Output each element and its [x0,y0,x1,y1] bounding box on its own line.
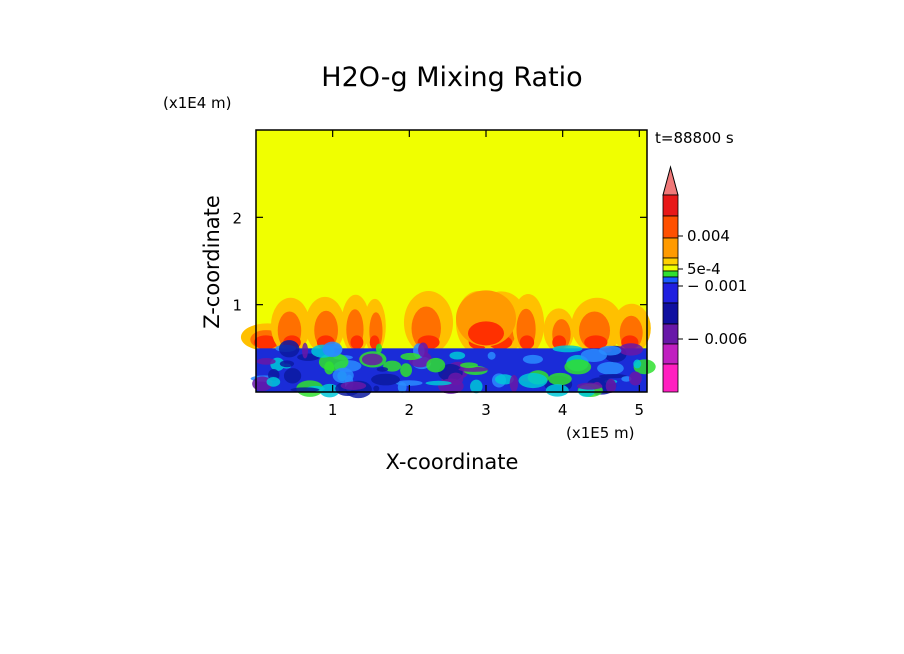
colorbar-segment [662,237,679,259]
chart-title: H2O-g Mixing Ratio [321,62,582,93]
boundary-layer-patch [324,361,335,375]
colorbar-segment [662,323,679,345]
colorbar-tick-label: − 0.006 [687,330,747,348]
plume-core [350,335,364,350]
boundary-layer-patch [628,371,642,386]
boundary-layer-patch [449,351,466,360]
plume-large-core [468,321,504,346]
colorbar-segment [662,302,679,325]
boundary-layer [250,340,656,399]
boundary-layer-patch [371,373,400,386]
boundary-layer-patch [400,363,413,378]
colorbar-segment [662,264,679,272]
x-tick-label: 4 [558,401,568,419]
colorbar-arrow [662,165,679,196]
x-axis-label: X-coordinate [386,450,519,474]
boundary-layer-patch [256,357,276,365]
colorbar-segment [662,343,679,365]
x-tick-label: 3 [481,401,491,419]
y-axis-label: Z-coordinate [200,195,224,329]
colorbar-segment [662,282,679,304]
boundary-layer-patch [545,384,569,397]
y-ticks: 12 [232,209,647,315]
boundary-layer-patch [279,360,295,368]
boundary-layer-patch [376,366,389,372]
plume-core [519,335,535,350]
boundary-layer-patch [522,354,543,364]
x-multiplier-label: (x1E5 m) [566,424,635,442]
time-label: t=88800 s [655,129,734,147]
boundary-layer-patch [494,374,514,385]
y-tick-label: 1 [232,297,242,315]
boundary-layer-patch [361,353,383,366]
boundary-layer-patch [290,387,320,393]
boundary-layer-patch [458,366,489,372]
y-tick-label: 2 [232,209,242,227]
colorbar-segment [662,194,679,217]
boundary-layer-patch [426,357,446,373]
x-tick-label: 2 [405,401,415,419]
boundary-layer-patch [418,342,429,358]
boundary-layer-patch [509,375,519,392]
boundary-layer-patch [460,362,478,369]
boundary-layer-patch [518,373,548,389]
boundary-layer-patch [552,345,583,353]
x-tick-label: 1 [328,401,338,419]
boundary-layer-patch [266,377,281,387]
plot-frame [255,129,648,393]
boundary-layer-patch [302,342,309,359]
boundary-layer-patch [278,340,300,358]
boundary-layer-patch [618,343,644,356]
boundary-layer-patch [633,359,642,369]
boundary-layer-patch [580,348,607,363]
boundary-layer-patch [564,359,592,375]
colorbar-tick-label: 0.004 [687,227,730,245]
boundary-layer-patch [400,352,421,361]
boundary-layer-patch [283,368,302,384]
boundary-layer-patch [605,378,617,393]
plume-core [584,335,608,350]
boundary-layer-patch [470,379,483,394]
colorbar-tick-label: 5e-4 [687,260,721,278]
boundary-layer-patch [621,376,632,382]
boundary-layer-patch [397,381,407,393]
boundary-layer-patch [487,351,496,360]
colorbar-segment [662,276,679,284]
colorbar: 0.004 5e-4− 0.001 − 0.006 [662,165,747,393]
boundary-layer-patch [332,367,354,384]
boundary-layer-patch [373,385,380,392]
y-multiplier-label: (x1E4 m) [163,94,232,112]
x-tick-label: 5 [635,401,645,419]
boundary-layer-patch [375,343,383,354]
colorbar-tick-label: − 0.001 [687,277,747,295]
colorbar-segment [662,257,679,266]
colorbar-segment [662,215,679,239]
boundary-layer-patch [597,361,624,375]
boundary-layer-patch [322,341,343,358]
colorbar-segment [662,270,679,278]
colorbar-segment [662,363,679,393]
boundary-layer-patch [319,383,340,398]
boundary-layer-patch [576,382,603,390]
boundary-layer-patch [340,381,367,391]
boundary-layer-patch [548,372,572,386]
plume-core [253,335,278,350]
boundary-layer-patch [425,380,452,386]
boundary-layer-patch [598,373,628,379]
x-ticks: 1 2 3 4 5 [328,130,644,419]
